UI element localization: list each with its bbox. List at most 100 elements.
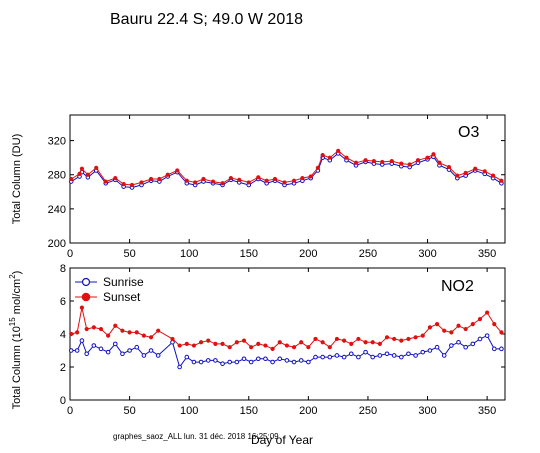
no2-sunset-point <box>356 336 361 342</box>
no2-y-tick-label: 8 <box>60 263 66 275</box>
no2-sunrise-point <box>263 356 268 362</box>
o3-series-1-point <box>129 182 135 188</box>
o3-series-1-point <box>455 173 460 178</box>
no2-sunset-point <box>69 331 74 337</box>
no2-panel-label: NO2 <box>441 278 474 295</box>
no2-sunrise-point <box>427 348 433 353</box>
no2-sunset-point <box>206 338 211 343</box>
no2-sunset-point <box>334 336 340 342</box>
o3-series-1-point <box>210 179 216 184</box>
o3-series-1-point <box>103 179 108 184</box>
no2-sunset-point <box>434 322 440 327</box>
o3-series-1-point <box>380 159 385 165</box>
no2-sunrise-point <box>334 353 340 358</box>
no2-sunset-point <box>499 330 504 335</box>
o3-y-tick-label: 240 <box>48 204 66 216</box>
legend-sunset-marker <box>81 292 91 302</box>
no2-sunrise-point <box>74 348 80 353</box>
no2-sunrise-point <box>356 354 361 360</box>
o3-series-1-point <box>69 176 74 182</box>
no2-sunrise-point <box>213 358 218 363</box>
no2-sunrise-point <box>198 359 204 365</box>
no2-sunset-point <box>249 345 254 350</box>
no2-sunset-point <box>284 343 290 348</box>
no2-x-tick-label: 300 <box>418 405 436 417</box>
no2-legend: Sunrise Sunset <box>75 275 144 304</box>
no2-sunset-line <box>71 307 502 350</box>
no2-x-tick-label: 100 <box>180 405 198 417</box>
no2-sunrise-point <box>327 354 333 360</box>
o3-series-1-point <box>77 171 82 176</box>
no2-sunset-point <box>399 338 404 343</box>
no2-sunrise-point <box>491 346 497 352</box>
o3-series-1-point <box>246 180 251 185</box>
no2-sunset-point <box>363 340 368 345</box>
no2-sunset-point <box>213 341 218 346</box>
no2-sunrise-point <box>220 361 225 367</box>
o3-series-1-line <box>70 150 502 186</box>
no2-sunrise-point <box>420 349 426 355</box>
no2-sunrise-point <box>484 333 490 338</box>
o3-x-tick-label: 150 <box>240 248 258 260</box>
no2-sunset-point <box>170 336 175 342</box>
o3-series-1-point <box>315 165 320 171</box>
no2-sunset-point <box>427 325 433 330</box>
no2-sunset-point <box>191 343 197 348</box>
no2-y-tick-label: 4 <box>60 329 66 341</box>
o3-series-1-point <box>220 181 225 186</box>
no2-sunrise-point <box>499 346 504 352</box>
no2-sunrise-point <box>413 353 418 358</box>
no2-sunrise-point <box>241 356 247 362</box>
no2-sunrise-point <box>270 359 275 365</box>
o3-series-1-point <box>184 178 189 183</box>
o3-y-tick-label: 320 <box>48 136 66 148</box>
no2-sunset-point <box>277 340 282 345</box>
no2-sunrise-point <box>112 341 118 347</box>
o3-series-1-point <box>113 176 118 181</box>
o3-series-1-point <box>431 152 436 157</box>
no2-sunrise-point <box>384 351 390 357</box>
no2-sunrise-point <box>177 364 182 370</box>
o3-series-1-point <box>482 169 487 174</box>
no2-sunset-point <box>384 335 390 340</box>
no2-sunrise-point <box>84 351 89 357</box>
no2-sunset-point <box>127 330 132 335</box>
legend-sunrise-label: Sunrise <box>103 275 144 289</box>
figure-title: Bauru 22.4 S; 49.0 W 2018 <box>110 11 303 28</box>
no2-sunrise-point <box>284 358 290 363</box>
o3-plot-frame <box>69 114 506 244</box>
o3-panel: O3 Total Column (DU) 0 50 100 150 200 250 300 3… <box>11 114 506 260</box>
no2-sunrise-point <box>234 359 240 365</box>
no2-sunset-point <box>113 323 118 328</box>
no2-sunset-point <box>327 345 332 350</box>
no2-sunrise-point <box>456 339 461 345</box>
no2-y-tick-label: 2 <box>60 362 66 374</box>
o3-series-0-line <box>70 152 502 189</box>
o3-series-1-point <box>175 168 180 173</box>
no2-sunrise-point <box>306 359 311 365</box>
no2-sunset-point <box>91 325 96 330</box>
no2-sunset-point <box>156 328 161 333</box>
no2-sunrise-point <box>477 336 483 342</box>
no2-sunset-point <box>84 326 89 332</box>
no2-sunset-point <box>470 322 475 327</box>
no2-sunrise-point <box>155 353 161 358</box>
no2-sunset-point <box>342 338 347 343</box>
o3-series-1-point <box>446 164 452 170</box>
o3-series-1-point <box>407 162 412 167</box>
no2-sunset-point <box>449 330 454 335</box>
o3-x-tick-label: 100 <box>180 248 198 260</box>
no2-sunset-point <box>198 340 204 345</box>
no2-sunset-point <box>75 330 80 335</box>
no2-sunrise-point <box>341 354 347 360</box>
o3-series-1-point <box>353 160 359 165</box>
no2-sunrise-point <box>227 359 232 365</box>
o3-series-1-point <box>463 170 468 176</box>
no2-sunset-point <box>456 323 461 328</box>
o3-y-tick-label: 280 <box>48 170 66 182</box>
o3-series-1-point <box>363 158 368 163</box>
no2-x-tick-label: 0 <box>67 405 73 417</box>
o3-series-1-point <box>94 165 99 171</box>
no2-marks: 0 50 100 150 200 250 300 350 0 2 4 6 8 <box>60 263 505 417</box>
